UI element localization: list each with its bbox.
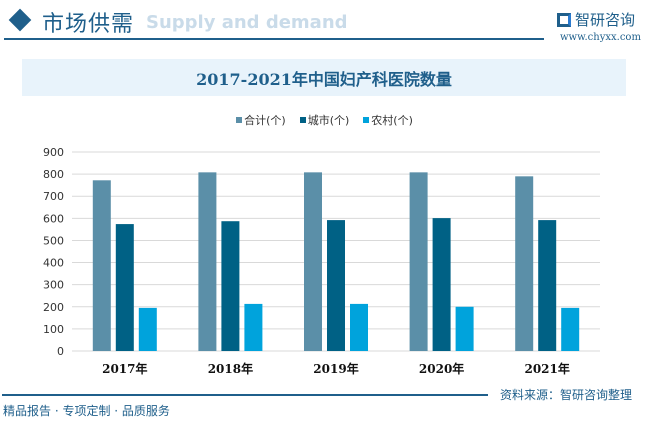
y-tick-label: 500 [43,234,64,247]
source-note: 资料来源：智研咨询整理 [500,388,633,402]
section-title: 市场供需 [42,12,135,37]
x-tick-label: 2017年 [102,361,147,376]
section-subtitle: Supply and demand [146,12,348,33]
bar-total [515,176,534,351]
header-divider [4,38,544,40]
bar-rural [561,307,580,351]
x-tick-label: 2020年 [419,361,464,376]
bar-urban [221,221,240,351]
legend: 合计(个) 城市(个) 农村(个) [0,112,649,128]
bar-rural [138,307,157,351]
chart-title-band: 2017-2021年中国妇产科医院数量 [22,59,626,96]
legend-swatch [236,117,243,123]
bar-rural [455,306,474,351]
x-tick-label: 2018年 [208,361,253,376]
legend-item-total: 合计(个) [236,112,286,128]
bar-total [409,172,428,351]
y-tick-label: 800 [43,168,64,181]
bar-urban [115,224,134,351]
logo-icon [557,12,571,27]
chart-title: 2017-2021年中国妇产科医院数量 [196,69,452,89]
y-tick-label: 600 [43,212,64,225]
legend-swatch [363,117,370,123]
logo-text: 智研咨询 [575,11,636,29]
y-tick-label: 300 [43,279,64,292]
footer-divider [2,394,488,396]
y-tick-label: 0 [57,345,64,358]
legend-label: 城市(个) [307,114,350,127]
brand-logo: 智研咨询 [557,9,635,30]
legend-label: 农村(个) [371,114,413,127]
bar-rural [350,303,368,351]
bar-urban [432,218,451,351]
bar-urban [327,220,345,351]
y-tick-label: 100 [43,323,64,336]
y-tick-label: 700 [43,190,64,203]
bar-total [304,172,322,351]
legend-item-rural: 农村(个) [363,112,413,128]
website-url: www.chyxx.com [560,32,641,43]
x-tick-label: 2021年 [524,361,569,376]
legend-item-urban: 城市(个) [299,112,350,128]
legend-label: 合计(个) [244,114,286,127]
legend-swatch [299,117,306,123]
y-tick-label: 900 [43,146,64,159]
bar-rural [244,303,263,351]
bar-total [198,172,217,351]
y-tick-label: 200 [43,301,64,314]
bar-total [92,180,111,351]
x-tick-label: 2019年 [313,361,358,376]
y-tick-label: 400 [43,257,64,270]
bar-urban [538,220,557,351]
slogan: 精品报告 · 专项定制 · 品质服务 [3,404,170,418]
